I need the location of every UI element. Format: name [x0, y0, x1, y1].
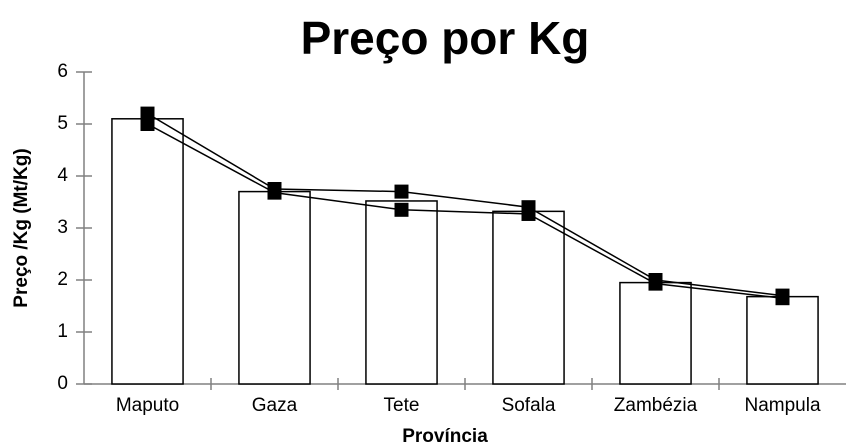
line-marker	[394, 184, 409, 199]
x-axis-label: Província	[402, 426, 488, 447]
line-marker	[775, 291, 790, 306]
bar	[238, 190, 311, 385]
y-tick-label: 4	[57, 165, 68, 186]
line-marker	[648, 276, 663, 291]
x-tick-label: Sofala	[502, 395, 556, 416]
line-series	[147, 123, 783, 299]
line-marker	[521, 206, 536, 221]
y-axis-label: Preço /Kg (Mt/Kg)	[11, 148, 32, 307]
x-tick-label: Zambézia	[614, 395, 698, 416]
x-tick-label: Maputo	[116, 395, 179, 416]
line-marker	[394, 202, 409, 217]
bar	[111, 118, 184, 385]
bar	[365, 200, 438, 385]
line-series	[147, 112, 783, 297]
bar	[746, 295, 819, 385]
x-tick-label: Gaza	[252, 395, 298, 416]
line-marker	[267, 185, 282, 200]
x-tick-label: Nampula	[744, 395, 820, 416]
y-tick-label: 1	[57, 321, 68, 342]
y-tick-label: 3	[57, 217, 68, 238]
x-tick-label: Tete	[384, 395, 420, 416]
chart-title: Preço por Kg	[301, 12, 590, 64]
y-tick-label: 0	[57, 373, 68, 394]
line-marker	[140, 117, 155, 131]
bar	[619, 281, 692, 385]
y-tick-label: 5	[57, 113, 68, 134]
bar	[492, 210, 565, 385]
y-tick-label: 2	[57, 269, 68, 290]
y-tick-label: 6	[57, 61, 68, 82]
